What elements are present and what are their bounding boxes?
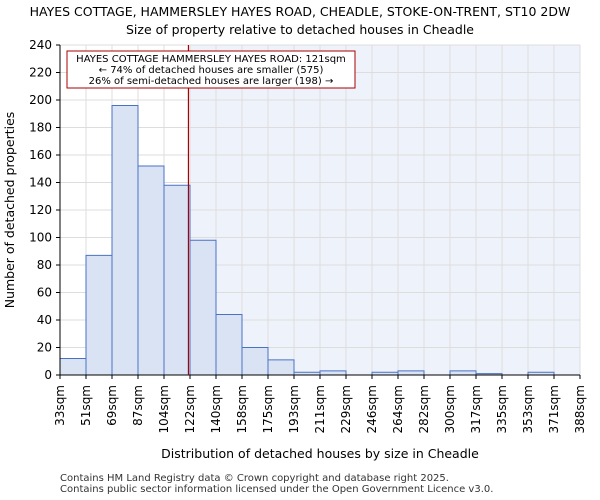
x-tick-label: 140sqm — [209, 385, 223, 433]
y-tick-label: 220 — [29, 66, 52, 80]
annotation-box — [66, 50, 356, 89]
y-tick-label: 240 — [29, 38, 52, 52]
x-tick-label: 193sqm — [287, 385, 301, 433]
x-tick-label: 51sqm — [79, 385, 93, 426]
histogram-bar — [241, 347, 269, 376]
footer-line-2: Contains public sector information licen… — [60, 484, 494, 495]
histogram-bar — [267, 359, 295, 376]
x-tick-label: 229sqm — [339, 385, 353, 433]
annotation-line: HAYES COTTAGE HAMMERSLEY HAYES ROAD: 121… — [76, 54, 346, 65]
histogram-bar — [163, 184, 191, 376]
y-tick-label: 100 — [29, 231, 52, 245]
x-tick-label: 33sqm — [53, 385, 67, 426]
histogram-bar — [397, 370, 425, 376]
y-tick-label: 40 — [37, 313, 52, 327]
y-tick-label: 80 — [37, 258, 52, 272]
y-tick-label: 120 — [29, 203, 52, 217]
x-tick-label: 371sqm — [547, 385, 561, 433]
x-tick-label: 211sqm — [313, 385, 327, 433]
y-tick-label: 140 — [29, 176, 52, 190]
histogram-bar — [111, 105, 139, 376]
histogram-bar — [59, 358, 87, 376]
histogram-bar — [189, 239, 217, 376]
x-tick-label: 264sqm — [391, 385, 405, 433]
x-axis-label: Distribution of detached houses by size … — [161, 446, 479, 461]
histogram-bar — [449, 370, 477, 376]
y-axis-label: Number of detached properties — [2, 112, 17, 309]
histogram-bar — [85, 254, 113, 376]
x-tick-label: 300sqm — [443, 385, 457, 433]
x-tick-label: 282sqm — [417, 385, 431, 433]
x-tick-label: 122sqm — [183, 385, 197, 433]
chart-subtitle: Size of property relative to detached ho… — [125, 22, 474, 37]
y-tick-label: 160 — [29, 148, 52, 162]
annotation-line: 26% of semi-detached houses are larger (… — [89, 76, 334, 87]
x-tick-label: 158sqm — [235, 385, 249, 433]
chart-title: HAYES COTTAGE, HAMMERSLEY HAYES ROAD, CH… — [29, 4, 571, 19]
y-tick-label: 20 — [37, 341, 52, 355]
x-tick-label: 388sqm — [573, 385, 587, 433]
y-tick-label: 180 — [29, 121, 52, 135]
x-tick-label: 353sqm — [521, 385, 535, 433]
x-tick-label: 246sqm — [365, 385, 379, 433]
y-tick-label: 60 — [37, 286, 52, 300]
histogram-bar — [215, 314, 243, 376]
histogram-bar — [319, 370, 347, 376]
x-tick-label: 175sqm — [261, 385, 275, 433]
annotation-line: ← 74% of detached houses are smaller (57… — [99, 65, 324, 76]
x-tick-label: 317sqm — [469, 385, 483, 433]
x-tick-label: 87sqm — [131, 385, 145, 426]
footer-line-1: Contains HM Land Registry data © Crown c… — [60, 473, 449, 484]
y-tick-label: 200 — [29, 93, 52, 107]
x-tick-label: 335sqm — [495, 385, 509, 433]
histogram-bar — [137, 165, 165, 376]
x-tick-label: 104sqm — [157, 385, 171, 433]
x-tick-label: 69sqm — [105, 385, 119, 426]
y-tick-label: 0 — [44, 368, 52, 382]
